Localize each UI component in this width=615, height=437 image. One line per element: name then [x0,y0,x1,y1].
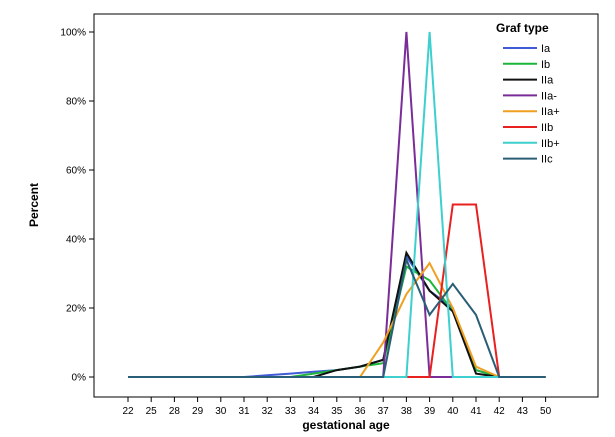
x-tick-label: 30 [215,406,227,417]
y-tick-label: 0% [72,373,87,384]
x-tick-label: 43 [517,406,529,417]
x-tick-label: 34 [308,406,320,417]
legend-label: IIb+ [541,138,560,150]
x-tick-label: 25 [146,406,158,417]
y-tick-label: 80% [66,97,86,108]
legend-label: IIa [541,75,554,87]
legend-label: Ia [541,43,551,55]
legend-label: IIc [541,154,553,166]
x-tick-label: 41 [470,406,482,417]
y-axis: 0% 20% 40% 60% 80% 100% [60,28,94,384]
x-tick-label: 42 [494,406,506,417]
x-tick-label: 35 [331,406,343,417]
x-axis-title: gestational age [302,418,390,432]
x-tick-label: 39 [424,406,436,417]
x-tick-label: 32 [262,406,274,417]
x-tick-label: 38 [401,406,413,417]
series-lines [128,31,546,378]
legend-label: IIb [541,122,553,134]
y-tick-label: 20% [66,304,86,315]
x-tick-label: 33 [285,406,297,417]
y-tick-label: 60% [66,166,86,177]
x-tick-label: 28 [169,406,181,417]
x-tick-label: 36 [354,406,366,417]
x-tick-label: 37 [378,406,390,417]
plot-area [93,13,599,398]
legend-title: Graf type [496,21,549,35]
legend-label: Ib [541,59,550,71]
legend: Graf type Ia Ib IIa IIa- IIa+ IIb IIb+ IIc [496,21,560,166]
x-axis: 22 25 28 29 30 31 32 33 34 35 36 37 38 39 40 41 42 43 50 [122,397,552,417]
x-tick-label: 50 [540,406,552,417]
x-tick-label: 29 [192,406,204,417]
legend-label: IIa- [541,90,557,102]
y-tick-label: 100% [60,28,86,39]
x-tick-label: 22 [122,406,134,417]
series-line-iic [128,256,546,378]
y-tick-label: 40% [66,235,86,246]
x-tick-label: 40 [447,406,459,417]
y-axis-title: Percent [27,183,41,227]
legend-label: IIa+ [541,106,560,118]
x-tick-label: 31 [238,406,250,417]
